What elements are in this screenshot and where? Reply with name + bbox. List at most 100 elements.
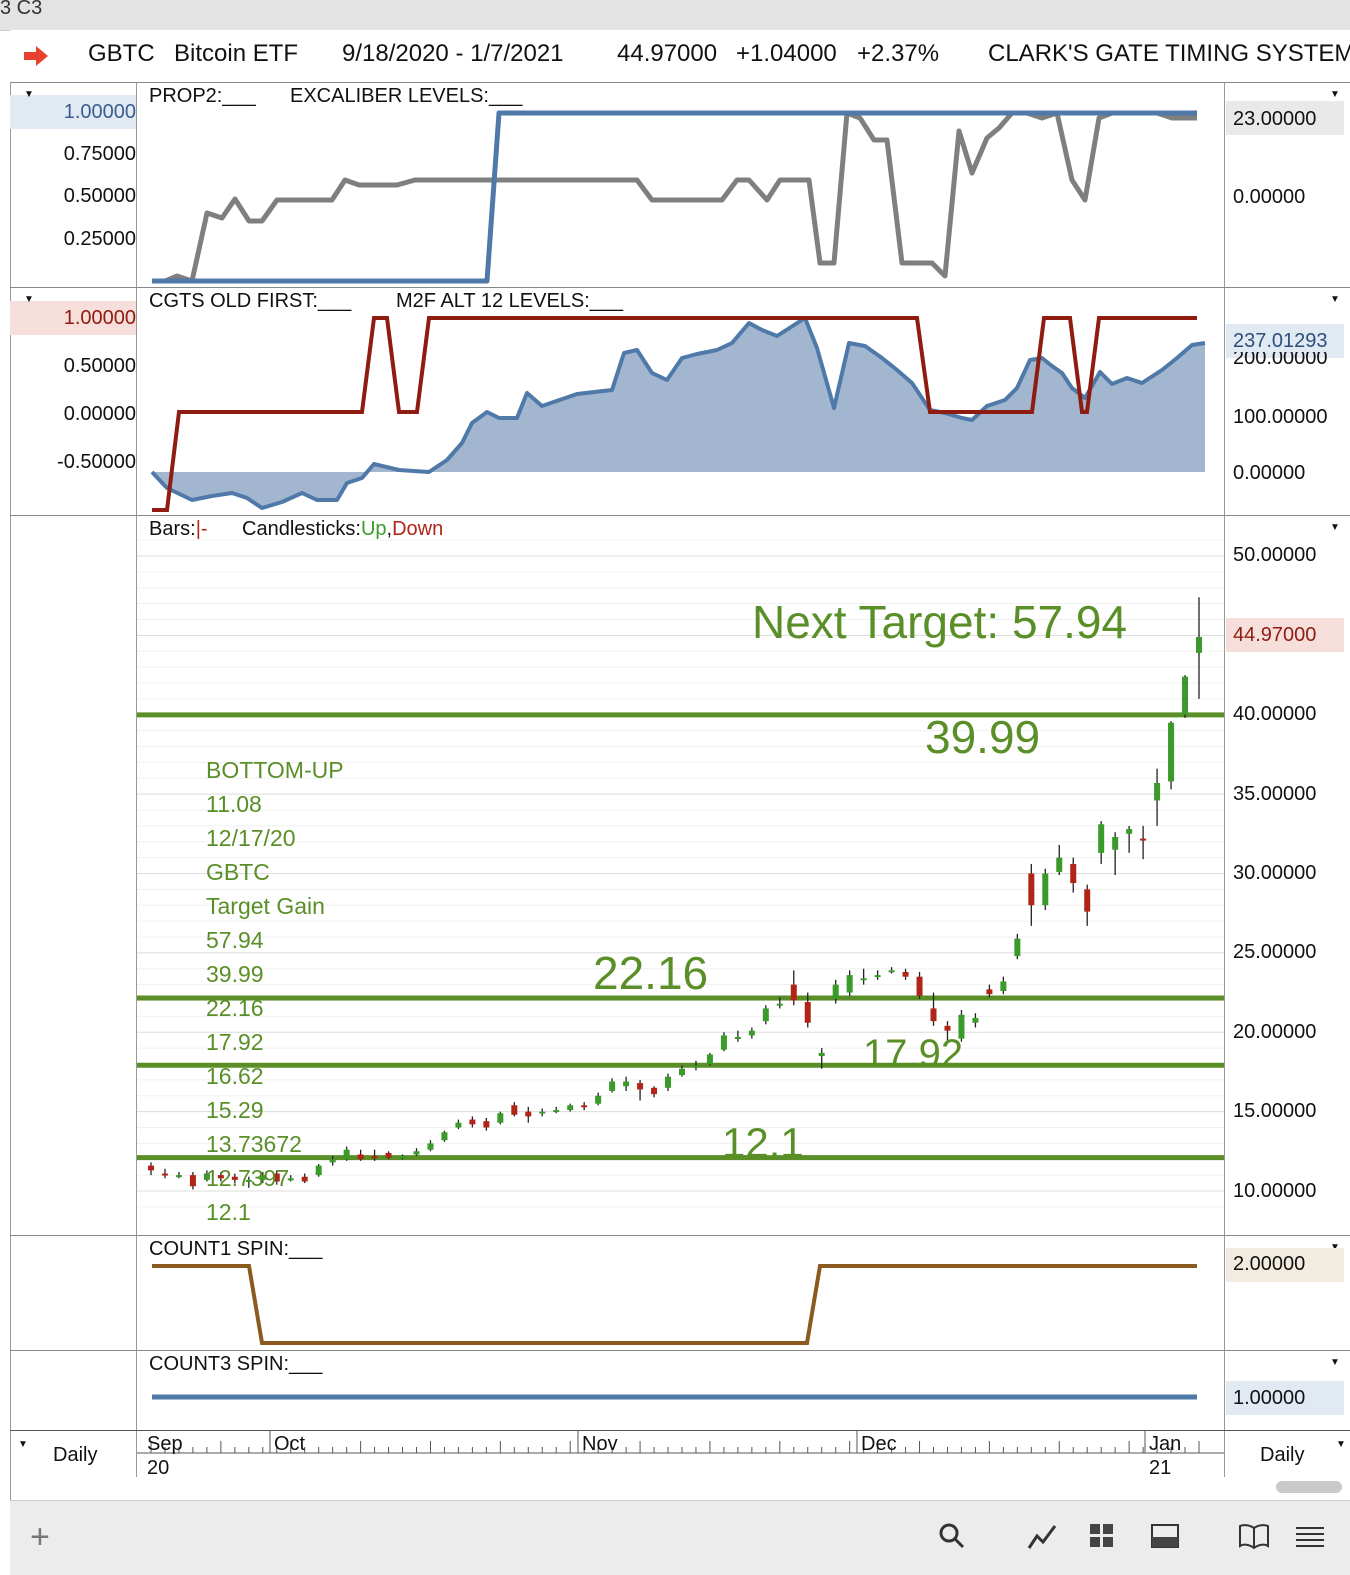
left-tick: 0.00000 xyxy=(63,403,136,425)
candle-down xyxy=(930,1008,937,1022)
period-selector-left[interactable]: Daily xyxy=(53,1444,98,1466)
count3-right-tick: 1.00000 xyxy=(1233,1387,1306,1409)
candle-up xyxy=(1056,857,1063,872)
level-label-39.99: 39.99 xyxy=(925,711,1040,763)
candle-up xyxy=(818,1052,825,1057)
old-first-series-line xyxy=(152,316,1197,512)
note-line: GBTC xyxy=(206,859,270,885)
candle-up xyxy=(1112,836,1119,850)
left-tick: 0.25000 xyxy=(63,228,136,250)
caret-down-icon[interactable]: ▼ xyxy=(1336,1439,1346,1450)
frame-plot-right xyxy=(1224,82,1225,1477)
caret-down-icon[interactable]: ▼ xyxy=(1330,1357,1340,1368)
system-name: CLARK'S GATE TIMING SYSTEM xyxy=(988,40,1350,67)
candle-up xyxy=(1196,636,1202,653)
year-label: 20 xyxy=(147,1457,169,1477)
count1-series-line xyxy=(152,1264,1197,1345)
candle-down xyxy=(1084,889,1091,912)
panel-count1: ▼ COUNT1 SPIN:___ 2.00000 xyxy=(10,1235,1350,1351)
count3-value-chip xyxy=(1226,1381,1344,1415)
month-label: Oct xyxy=(274,1433,306,1455)
price-right-tick: 15.00000 xyxy=(1233,1100,1317,1122)
candle-up xyxy=(734,1037,741,1040)
count3-plot xyxy=(152,1394,1197,1400)
last-price-chip xyxy=(1226,618,1344,652)
candle-down xyxy=(483,1121,490,1128)
candle-up xyxy=(259,1175,266,1180)
menu-icon[interactable] xyxy=(1294,1522,1326,1550)
caret-down-icon[interactable]: ▼ xyxy=(1330,89,1340,100)
candle-up xyxy=(692,1065,699,1068)
candle-up xyxy=(609,1081,616,1091)
right-value-chip xyxy=(1226,101,1344,135)
caret-down-icon[interactable]: ▼ xyxy=(18,1439,28,1450)
panel-prop2: ▼ ▼ PROP2:___ EXCALIBER LEVELS:___ 1.000… xyxy=(10,82,1350,288)
note-line: 12/17/20 xyxy=(206,825,296,851)
excaliber-label: EXCALIBER LEVELS:___ xyxy=(290,85,523,107)
horizontal-scrollbar[interactable] xyxy=(1276,1481,1342,1493)
window-title: 3 C3 xyxy=(0,0,43,19)
add-icon[interactable]: + xyxy=(30,1518,50,1556)
candle-down xyxy=(651,1087,658,1095)
candle-up xyxy=(595,1095,602,1104)
candle-up xyxy=(1126,829,1133,834)
left-tick: 1.00000 xyxy=(63,307,136,329)
next-target-label: Next Target: 57.94 xyxy=(752,596,1127,648)
month-label: Sep xyxy=(147,1433,183,1455)
count3-label: COUNT3 SPIN:___ xyxy=(149,1353,323,1375)
candles-label: Candlesticks: xyxy=(242,518,361,540)
frame-left xyxy=(10,82,11,1502)
candle-up xyxy=(846,975,853,993)
candle-up xyxy=(720,1035,727,1050)
target-notes: BOTTOM-UP 11.08 12/17/20 GBTC Target Gai… xyxy=(206,757,344,1225)
search-icon[interactable] xyxy=(938,1522,966,1550)
m2f-label: M2F ALT 12 LEVELS:___ xyxy=(396,290,624,312)
count1-right-tick: 2.00000 xyxy=(1233,1253,1306,1275)
period-selector-right[interactable]: Daily xyxy=(1260,1444,1305,1466)
window-titlebar: 3 C3 xyxy=(0,0,1350,31)
right-value-chip xyxy=(1226,324,1344,358)
arrow-right-icon[interactable] xyxy=(22,44,50,68)
candle-up xyxy=(1154,783,1161,801)
old-first-label: CGTS OLD FIRST:___ xyxy=(149,290,352,312)
bars-symbol: |- xyxy=(195,518,208,540)
price-right-tick: 10.00000 xyxy=(1233,1180,1317,1202)
candle-up xyxy=(287,1178,294,1181)
note-line: 57.94 xyxy=(206,927,264,953)
candle-down xyxy=(161,1173,168,1176)
candle-down xyxy=(637,1083,644,1090)
line-chart-icon[interactable] xyxy=(1027,1522,1057,1550)
year-label: 21 xyxy=(1149,1457,1171,1477)
price-right-tick: 50.00000 xyxy=(1233,544,1317,566)
caret-down-icon[interactable]: ▼ xyxy=(1330,294,1340,305)
candles-legend: Candlesticks:Up,Down xyxy=(242,518,444,540)
caret-down-icon[interactable]: ▼ xyxy=(24,294,34,305)
candle-down xyxy=(231,1176,238,1180)
current-value-chip xyxy=(10,95,136,129)
grid-icon[interactable] xyxy=(1088,1522,1116,1550)
caret-down-icon[interactable]: ▼ xyxy=(1330,522,1340,533)
candle-down xyxy=(357,1154,364,1160)
left-tick: -0.50000 xyxy=(57,451,136,473)
candle-down xyxy=(804,1002,811,1023)
count1-plot xyxy=(152,1264,1197,1345)
candle-up xyxy=(1182,676,1189,715)
candle-up xyxy=(748,1030,755,1036)
prop2-label: PROP2:___ xyxy=(149,85,256,107)
instrument-name: Bitcoin ETF xyxy=(174,40,299,67)
note-line: 12.7397 xyxy=(206,1165,289,1191)
panel-cgts: ▼ ▼ CGTS OLD FIRST:___ M2F ALT 12 LEVELS… xyxy=(10,287,1350,516)
panel-layout-icon[interactable] xyxy=(1150,1522,1180,1550)
price-right-tick: 25.00000 xyxy=(1233,941,1317,963)
candle-up xyxy=(553,1110,560,1113)
count1-value-chip xyxy=(1226,1248,1344,1282)
candle-up xyxy=(860,978,867,981)
candle-up xyxy=(497,1113,504,1123)
caret-down-icon[interactable]: ▼ xyxy=(1330,1242,1340,1253)
candle-up xyxy=(413,1151,420,1155)
candle-up xyxy=(972,1017,979,1023)
note-line: 12.1 xyxy=(206,1199,251,1225)
level-label-22.16: 22.16 xyxy=(593,947,708,999)
caret-down-icon[interactable]: ▼ xyxy=(24,89,34,100)
book-icon[interactable] xyxy=(1238,1522,1270,1550)
